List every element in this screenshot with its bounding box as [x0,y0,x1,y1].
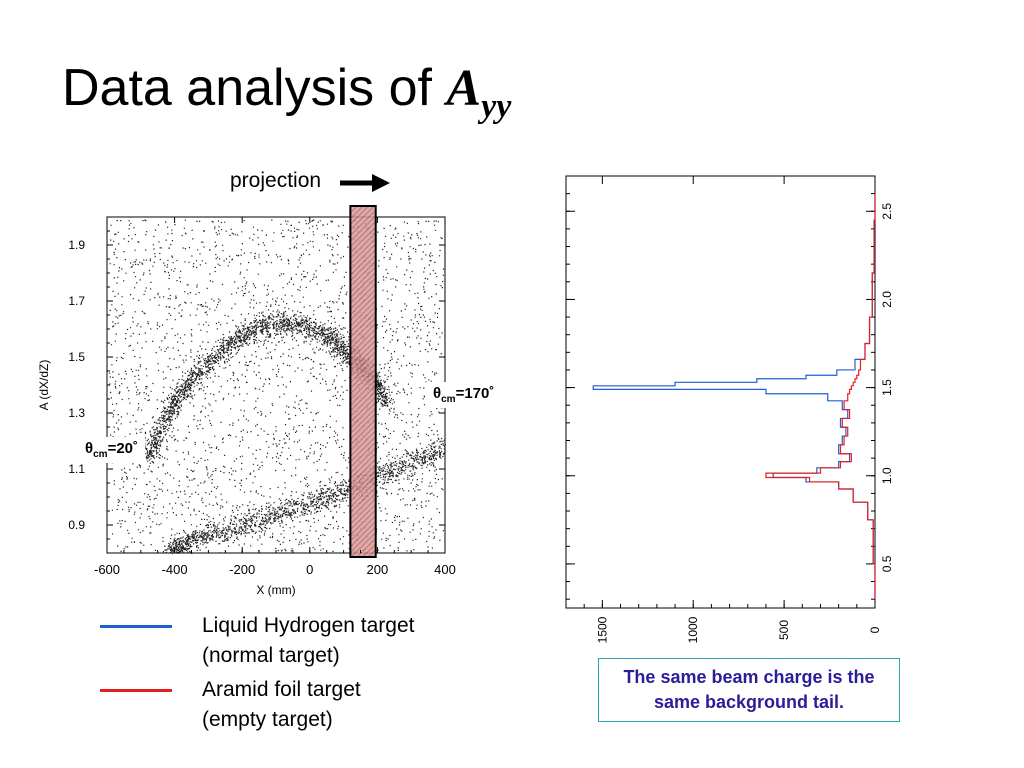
scatter-x-axis-label: X (mm) [256,583,295,597]
projection-label: projection [230,169,322,192]
scatter-y-tick-label: 1.7 [68,294,85,308]
histogram-a-tick-label: 2.5 [880,203,894,220]
projection-histogram: 0.5 1.0 1.5 2.0 2.5 0 500 1000 1500 [565,175,894,643]
histogram-count-tick-label: 1000 [686,616,700,643]
scatter-x-tick-label: -600 [94,562,120,577]
scatter-plot: -600 -400 -200 0 200 400 0.9 1.1 1.3 1.5 1.7 1.9 X … [37,205,456,597]
title-math-symbol: Ayy [446,60,512,125]
projection-band [349,205,377,558]
histogram-a-tick-label: 2.0 [880,291,894,308]
legend-aramid-line1: Aramid foil target [202,678,361,701]
legend-line-red [100,689,172,692]
theta-label-20: θcm=20˚ [78,437,146,463]
scatter-y-axis-label: A (dX/dZ) [37,360,51,411]
projection-arrow-icon [340,174,390,192]
scatter-x-tick-label: 0 [306,562,313,577]
legend-aramid-line2: (empty target) [202,708,333,731]
title-text: Data analysis of [62,59,447,117]
scatter-x-tick-label: -400 [162,562,188,577]
histogram-count-tick-label: 0 [868,626,882,633]
scatter-y-tick-label: 0.9 [68,518,85,532]
scatter-x-tick-label: 200 [367,562,389,577]
slide-title: Data analysis of Ayy [62,62,511,124]
histogram-a-tick-label: 1.0 [880,467,894,484]
scatter-x-tick-label: 400 [434,562,456,577]
scatter-x-tick-label: -200 [229,562,255,577]
histogram-a-tick-label: 0.5 [880,555,894,572]
histogram-series-aramid [765,193,876,600]
scatter-y-tick-label: 1.1 [68,462,85,476]
legend-hydrogen-line2: (normal target) [202,644,340,667]
title-math-subscript: yy [481,88,512,125]
legend-hydrogen-line1: Liquid Hydrogen target [202,614,415,637]
histogram-series-hydrogen [592,193,876,600]
scatter-points [109,219,446,555]
histogram-a-tick-label: 1.5 [880,379,894,396]
note-box: The same beam charge is the same backgro… [598,658,900,722]
scatter-y-tick-label: 1.3 [68,406,85,420]
scatter-dots [109,219,446,555]
scatter-y-tick-label: 1.5 [68,350,85,364]
scatter-y-tick-label: 1.9 [68,238,85,252]
theta-label-170: θcm=170˚ [426,382,502,408]
histogram-count-tick-label: 500 [777,620,791,640]
histogram-frame [565,175,876,609]
legend-line-blue [100,625,172,628]
histogram-count-tick-label: 1500 [595,616,609,643]
